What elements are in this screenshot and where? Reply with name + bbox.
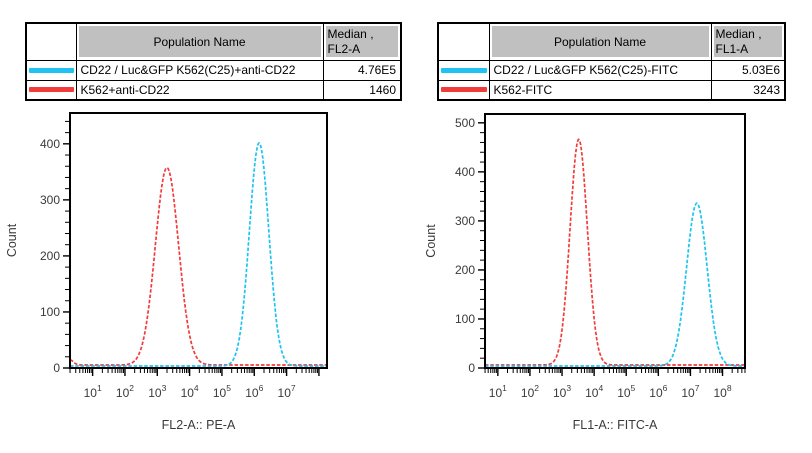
x-tick-label: 102 — [521, 383, 539, 400]
median-header: Median , FL1-A — [710, 22, 786, 61]
y-tick-label: 500 — [455, 116, 475, 130]
table-header-row: Population Name Median , FL1-A — [437, 22, 786, 61]
y-tick-label: 200 — [455, 263, 475, 277]
median-header-line2: FL1-A — [715, 42, 749, 57]
series-color-swatch — [441, 87, 487, 93]
panel-fl2a: Population Name Median , FL2-A CD22 / Lu… — [5, 22, 402, 432]
y-axis-title: Count — [424, 224, 438, 258]
population-name-header: Population Name — [488, 22, 712, 61]
x-tick-label: 107 — [681, 383, 699, 400]
histogram-curve-0 — [485, 138, 745, 366]
y-tick-label: 300 — [40, 193, 60, 207]
population-name-cell: CD22 / Luc&GFP K562(C25)-FITC — [488, 59, 712, 81]
x-tick-label: 107 — [278, 383, 296, 400]
x-axis-title: FL2-A:: PE-A — [162, 418, 236, 432]
x-tick-label: 101 — [84, 383, 102, 400]
histogram-plot-fl1a: 101 102 103 104 105 106 107 108 0 100 200 300 400 500… — [424, 113, 746, 432]
population-name-cell: K562+anti-CD22 — [75, 79, 324, 101]
x-tick-label: 103 — [553, 383, 571, 400]
panel-fl1a: Population Name Median , FL1-A CD22 / Lu… — [406, 0, 812, 453]
population-name-header-label: Population Name — [78, 26, 321, 58]
table-row: CD22 / Luc&GFP K562(C25)-FITC 5.03E6 — [437, 59, 786, 81]
series-color-swatch — [441, 67, 487, 73]
x-tick-label: 101 — [489, 383, 507, 400]
plot-frame — [69, 112, 328, 369]
median-header: Median , FL2-A — [322, 22, 402, 61]
y-tick-label: 300 — [455, 214, 475, 228]
table-row: K562-FITC 3243 — [437, 79, 786, 101]
x-tick-label: 102 — [116, 383, 134, 400]
legend-swatch-cell — [25, 59, 77, 81]
plot-frame — [484, 113, 746, 369]
table-row: CD22 / Luc&GFP K562(C25)+anti-CD22 4.76E… — [25, 59, 402, 81]
y-tick-label: 400 — [40, 137, 60, 151]
x-tick-label: 106 — [245, 383, 263, 400]
histogram-curve-1 — [70, 142, 327, 367]
x-tick-label: 105 — [213, 383, 231, 400]
population-name-header-label: Population Name — [491, 26, 709, 58]
median-value-cell: 3243 — [710, 79, 786, 101]
population-name-cell: CD22 / Luc&GFP K562(C25)+anti-CD22 — [75, 59, 324, 81]
median-header-line1: Median , — [715, 27, 762, 42]
median-value-cell: 5.03E6 — [710, 59, 786, 81]
x-tick-label: 108 — [713, 383, 731, 400]
legend-swatch-cell — [437, 59, 490, 81]
legend-swatch-cell — [437, 79, 490, 101]
x-tick-label: 103 — [148, 383, 166, 400]
y-tick-label: 0 — [53, 361, 60, 375]
y-tick-label: 100 — [40, 305, 60, 319]
population-table-fl2a: Population Name Median , FL2-A CD22 / Lu… — [25, 22, 402, 101]
histogram-curve-0 — [70, 166, 327, 366]
series-color-swatch — [29, 87, 74, 93]
legend-swatch-header — [437, 22, 490, 61]
x-tick-label: 105 — [617, 383, 635, 400]
legend-swatch-header — [25, 22, 77, 61]
x-tick-label: 104 — [181, 383, 199, 400]
y-tick-label: 200 — [40, 249, 60, 263]
series-color-swatch — [29, 67, 74, 73]
median-header-line1: Median , — [327, 27, 374, 42]
population-name-cell: K562-FITC — [488, 79, 712, 101]
table-header-row: Population Name Median , FL2-A — [25, 22, 402, 61]
legend-swatch-cell — [25, 79, 77, 101]
table-row: K562+anti-CD22 1460 — [25, 79, 402, 101]
x-tick-label: 104 — [585, 383, 603, 400]
histogram-curve-1 — [485, 202, 745, 367]
x-axis-title: FL1-A:: FITC-A — [573, 418, 658, 432]
population-table-fl1a: Population Name Median , FL1-A CD22 / Lu… — [437, 22, 786, 101]
median-value-cell: 1460 — [322, 79, 402, 101]
median-value-cell: 4.76E5 — [322, 59, 402, 81]
population-name-header: Population Name — [75, 22, 324, 61]
x-tick-label: 106 — [649, 383, 667, 400]
median-header-line2: FL2-A — [327, 42, 361, 57]
histogram-plot-fl2a: 101 102 103 104 105 106 107 0 100 200 300 400 FL2-A:… — [5, 112, 328, 432]
y-tick-label: 400 — [455, 165, 475, 179]
y-axis-title: Count — [5, 223, 19, 257]
y-tick-label: 100 — [455, 312, 475, 326]
y-tick-label: 0 — [468, 361, 475, 375]
